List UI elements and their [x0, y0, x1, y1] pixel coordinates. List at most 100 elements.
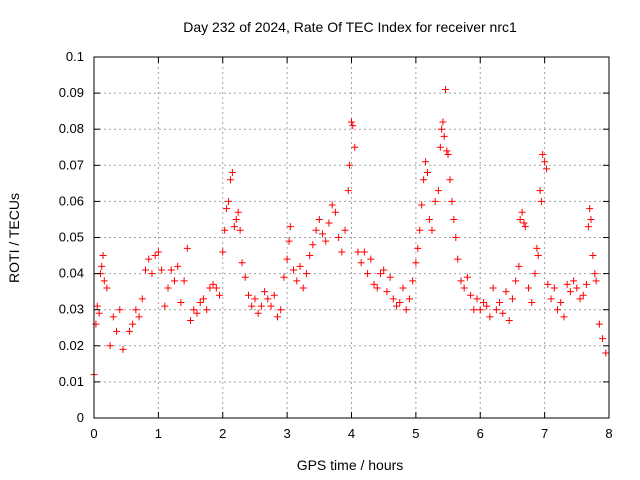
- data-point: [357, 259, 365, 267]
- x-tick-label: 5: [412, 426, 419, 441]
- y-tick-label: 0.09: [59, 85, 84, 100]
- data-point: [441, 85, 449, 93]
- data-point: [422, 158, 430, 166]
- data-point: [349, 122, 357, 130]
- data-point: [496, 298, 504, 306]
- data-point: [431, 197, 439, 205]
- data-point: [412, 259, 420, 267]
- data-point: [393, 302, 401, 310]
- data-point: [584, 223, 592, 231]
- data-point: [95, 309, 103, 317]
- data-point: [591, 270, 599, 278]
- data-point: [234, 208, 242, 216]
- data-point: [116, 306, 124, 314]
- data-point: [212, 284, 220, 292]
- data-point: [364, 270, 372, 278]
- grid-lines: [94, 57, 609, 418]
- data-point: [328, 201, 336, 209]
- y-tick-label: 0.07: [59, 157, 84, 172]
- data-point: [402, 306, 410, 314]
- data-point: [93, 302, 101, 310]
- data-point: [285, 237, 293, 245]
- data-point: [460, 284, 468, 292]
- data-point: [254, 309, 262, 317]
- data-point: [98, 262, 106, 270]
- data-point: [206, 284, 214, 292]
- data-point: [283, 255, 291, 263]
- data-point: [544, 280, 552, 288]
- data-point: [236, 226, 244, 234]
- data-point: [193, 309, 201, 317]
- data-point: [428, 226, 436, 234]
- data-point: [502, 288, 510, 296]
- data-point: [161, 302, 169, 310]
- data-point: [587, 215, 595, 223]
- y-tick-label: 0.06: [59, 193, 84, 208]
- data-point: [119, 345, 127, 353]
- data-point: [241, 273, 249, 281]
- data-point: [306, 252, 314, 260]
- data-point: [376, 270, 384, 278]
- data-point: [92, 320, 100, 328]
- data-point: [203, 306, 211, 314]
- data-point: [492, 306, 500, 314]
- data-point: [103, 284, 111, 292]
- data-point: [570, 277, 578, 285]
- data-point: [563, 280, 571, 288]
- data-point: [579, 291, 587, 299]
- data-point: [533, 244, 541, 252]
- data-point: [602, 349, 610, 357]
- data-point: [109, 313, 117, 321]
- data-point: [521, 223, 529, 231]
- data-point: [512, 277, 520, 285]
- data-point: [443, 147, 451, 155]
- x-tick-label: 0: [90, 426, 97, 441]
- data-point: [100, 277, 108, 285]
- data-point: [138, 295, 146, 303]
- data-point: [248, 302, 256, 310]
- data-point: [177, 298, 185, 306]
- data-point: [470, 306, 478, 314]
- data-point: [566, 288, 574, 296]
- x-tick-labels: 0 1 2 3 4 5 6 7 8: [90, 426, 612, 441]
- y-tick-label: 0.01: [59, 374, 84, 389]
- data-point: [251, 295, 259, 303]
- data-point: [293, 277, 301, 285]
- data-point: [486, 313, 494, 321]
- data-point: [135, 313, 143, 321]
- data-point: [277, 306, 285, 314]
- data-point: [399, 284, 407, 292]
- data-point: [354, 248, 362, 256]
- data-point: [299, 284, 307, 292]
- y-tick-label: 0.02: [59, 338, 84, 353]
- x-tick-label: 6: [477, 426, 484, 441]
- data-point: [516, 215, 524, 223]
- data-point: [405, 295, 413, 303]
- data-point: [312, 226, 320, 234]
- data-point: [228, 169, 236, 177]
- data-point: [499, 309, 507, 317]
- data-point: [454, 255, 462, 263]
- data-point: [434, 187, 442, 195]
- data-point: [520, 219, 528, 227]
- data-point: [444, 150, 452, 158]
- data-point: [543, 165, 551, 173]
- data-point: [536, 187, 544, 195]
- y-tick-label: 0.05: [59, 230, 84, 245]
- data-point: [322, 237, 330, 245]
- data-point: [132, 306, 140, 314]
- data-point: [467, 291, 475, 299]
- data-point: [438, 125, 446, 133]
- x-tick-label: 2: [219, 426, 226, 441]
- data-point: [125, 327, 133, 335]
- y-tick-labels: 0 0.01 0.02 0.03 0.04 0.05 0.06 0.07 0.08 0.09 0.1: [59, 49, 84, 425]
- data-point: [439, 118, 447, 126]
- data-point: [534, 252, 542, 260]
- axes: [93, 56, 610, 419]
- x-tick-label: 3: [284, 426, 291, 441]
- data-point: [505, 317, 513, 325]
- data-point: [547, 295, 555, 303]
- data-point: [190, 306, 198, 314]
- data-point: [446, 176, 454, 184]
- data-point: [223, 205, 231, 213]
